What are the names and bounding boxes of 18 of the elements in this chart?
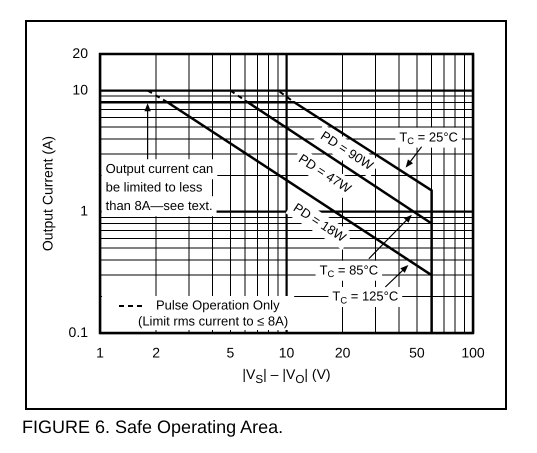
text: FIGURE 6. Safe Operating Area. bbox=[22, 417, 284, 438]
y-tick-label: 20 bbox=[72, 44, 88, 61]
x-tick-label: 1 bbox=[96, 344, 104, 360]
x-tick-label: 2 bbox=[152, 344, 160, 360]
y-tick-label: 10 bbox=[72, 81, 88, 98]
x-tick-label: 20 bbox=[334, 344, 351, 360]
y-tick-label: 1 bbox=[80, 202, 88, 219]
x-tick-label: 100 bbox=[461, 344, 485, 360]
annotation: Output current can be limited to less than 8A—see text. bbox=[106, 160, 214, 213]
x-tick-label: 50 bbox=[409, 344, 425, 360]
y-axis-title: Output Current (A) bbox=[39, 136, 56, 252]
x-axis-title: |V$_{S}$| – |V$_{O}$| (V) bbox=[241, 366, 332, 386]
annotation: PD = 18W bbox=[290, 200, 350, 246]
y-tick-label: 0.1 bbox=[68, 324, 88, 340]
x-tick-label: 10 bbox=[278, 344, 294, 360]
annotation: (Limit rms current to ≤ 8A) bbox=[138, 314, 288, 329]
legend-label: Pulse Operation Only bbox=[156, 298, 280, 313]
x-tick-label: 5 bbox=[226, 344, 234, 360]
